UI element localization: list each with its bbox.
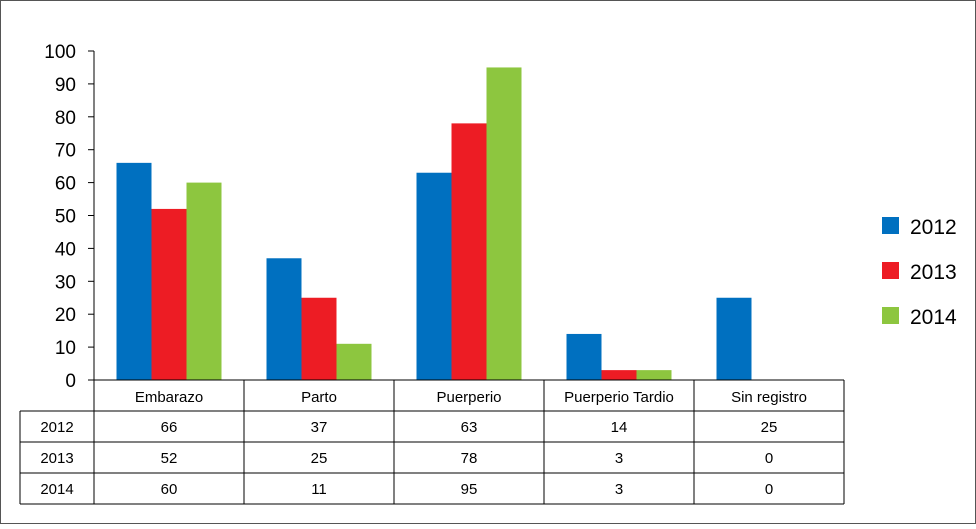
y-tick-label: 20 xyxy=(55,305,76,326)
legend-swatch-2013 xyxy=(882,262,899,279)
cell-value: 0 xyxy=(765,481,773,498)
y-tick-label: 30 xyxy=(55,272,76,293)
y-tick-label: 60 xyxy=(55,174,76,195)
y-tick-label: 80 xyxy=(55,108,76,129)
bar-2014-3 xyxy=(636,370,672,380)
row-label: 2014 xyxy=(40,481,73,498)
legend-label-2013: 2013 xyxy=(910,261,957,284)
cell-value: 3 xyxy=(615,481,623,498)
bar-2012-2 xyxy=(416,172,452,380)
bar-2012-4 xyxy=(716,297,752,380)
row-label: 2012 xyxy=(40,419,73,436)
category-label: Parto xyxy=(301,389,337,406)
bar-2012-3 xyxy=(566,333,602,380)
bars xyxy=(116,67,752,380)
bar-2012-1 xyxy=(266,258,302,380)
category-label: Sin registro xyxy=(731,389,807,406)
category-label: Puerperio Tardio xyxy=(564,389,674,406)
cell-value: 3 xyxy=(615,450,623,467)
y-tick-label: 50 xyxy=(55,207,76,228)
cell-value: 0 xyxy=(765,450,773,467)
bar-2013-1 xyxy=(301,297,337,380)
legend-swatch-2014 xyxy=(882,307,899,324)
category-label: Embarazo xyxy=(135,389,203,406)
cell-value: 95 xyxy=(461,481,478,498)
legend-swatch-2012 xyxy=(882,217,899,234)
cell-value: 37 xyxy=(311,419,328,436)
y-tick-label: 40 xyxy=(55,239,76,260)
bar-2014-1 xyxy=(336,343,372,380)
cell-value: 11 xyxy=(311,481,327,498)
bar-2013-0 xyxy=(151,208,187,380)
y-tick-label: 10 xyxy=(55,338,76,359)
data-table: Embarazo Parto Puerperio Puerperio Tardio Si… xyxy=(19,379,845,505)
cell-value: 63 xyxy=(461,419,478,436)
cell-value: 52 xyxy=(161,450,178,467)
y-tick-label: 100 xyxy=(44,42,76,63)
bar-2014-0 xyxy=(186,182,222,380)
cell-value: 78 xyxy=(461,450,478,467)
bar-2013-3 xyxy=(601,370,637,380)
cell-value: 60 xyxy=(161,481,178,498)
cell-value: 25 xyxy=(311,450,328,467)
y-tick-label: 90 xyxy=(55,75,76,96)
category-label: Puerperio xyxy=(436,389,501,406)
cell-value: 66 xyxy=(161,419,178,436)
row-label: 2013 xyxy=(40,450,73,467)
cell-value: 25 xyxy=(761,419,778,436)
y-tick-label: 0 xyxy=(65,371,76,392)
y-tick-label: 70 xyxy=(55,141,76,162)
bar-2013-2 xyxy=(451,123,487,380)
legend-label-2014: 2014 xyxy=(910,306,957,329)
bar-2012-0 xyxy=(116,162,152,380)
cell-value: 14 xyxy=(611,419,628,436)
y-axis: 0 10 20 30 40 50 60 70 80 90 100 xyxy=(44,42,95,392)
legend: 2012 2013 2014 xyxy=(882,216,957,329)
bar-2014-2 xyxy=(486,67,522,380)
legend-label-2012: 2012 xyxy=(910,216,957,239)
